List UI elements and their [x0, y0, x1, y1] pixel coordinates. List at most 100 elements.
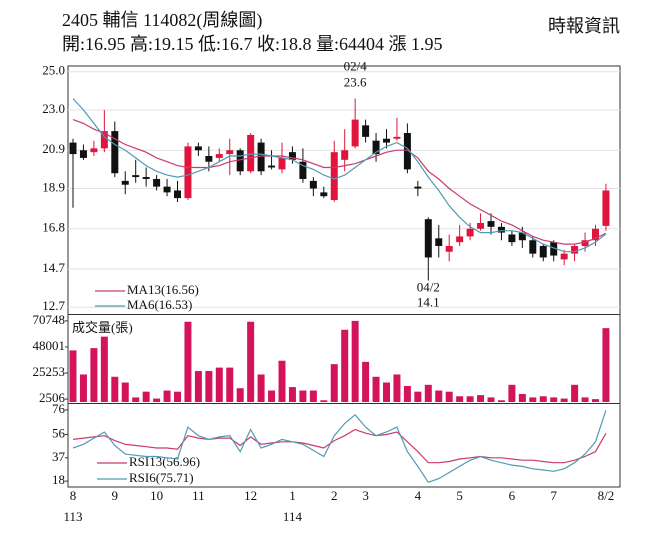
candle-body	[435, 238, 443, 246]
candle-body	[257, 142, 265, 172]
volume-bar	[69, 350, 77, 402]
candle-body	[351, 119, 359, 147]
candle-body	[529, 240, 537, 254]
candle-body	[215, 154, 223, 158]
x-tick-label: 10	[150, 488, 163, 503]
y-tick-label: 18	[52, 472, 65, 487]
volume-bar	[351, 320, 359, 402]
volume-bar	[163, 390, 171, 402]
y-tick-label: 70748	[33, 312, 66, 327]
legend-label: MA13(16.56)	[127, 282, 199, 297]
volume-bar	[539, 396, 547, 402]
volume-bar	[518, 393, 526, 402]
volume-bar	[497, 400, 505, 402]
x-tick-label: 2	[331, 488, 338, 503]
volume-bar	[288, 387, 296, 402]
volume-bar	[90, 348, 98, 402]
candle-body	[174, 190, 181, 199]
panel-title: 成交量(張)	[72, 320, 133, 335]
volume-bar	[215, 367, 223, 402]
y-tick-label: 14.7	[42, 260, 65, 275]
series-line	[72, 98, 607, 253]
candle-body	[299, 161, 307, 179]
candle-body	[456, 236, 464, 243]
candle-body	[320, 192, 328, 197]
candle-body	[90, 148, 98, 153]
candle-body	[184, 146, 192, 199]
candle-body	[571, 245, 579, 254]
y-tick-label: 25253	[33, 364, 66, 379]
candle-body	[288, 152, 296, 160]
volume-bar	[226, 367, 234, 402]
volume-bar	[236, 388, 244, 402]
x-year-label: 113	[63, 509, 82, 524]
series-line	[72, 428, 607, 464]
candle-body	[424, 219, 432, 258]
candle-body	[153, 178, 161, 187]
x-tick-label: 1	[289, 488, 296, 503]
volume-bar	[184, 321, 192, 402]
volume-bar	[602, 328, 610, 402]
annotation-date: 02/4	[344, 59, 368, 74]
candle-body	[403, 133, 411, 170]
candle-body	[602, 190, 610, 226]
volume-bar	[247, 321, 255, 402]
volume-bar	[403, 385, 411, 402]
summary: 開:16.95 高:19.15 低:16.7 收:18.8 量:64404 漲 …	[62, 34, 443, 54]
candle-body	[508, 234, 516, 243]
volume-bar	[560, 398, 568, 402]
volume-bar	[529, 397, 537, 402]
volume-bar	[477, 395, 485, 402]
volume-bar	[508, 384, 516, 402]
volume-bar	[372, 376, 380, 402]
candle-body	[247, 134, 255, 172]
volume-bar	[393, 374, 401, 402]
candle-body	[205, 155, 213, 162]
candle-body	[550, 242, 558, 256]
candle-body	[330, 152, 338, 201]
annotation-date: 04/2	[417, 279, 440, 294]
candle-body	[309, 180, 317, 189]
candle-body	[236, 150, 244, 172]
volume-bar	[487, 397, 495, 402]
x-tick-label: 8/2	[598, 488, 615, 503]
candle-body	[497, 226, 505, 233]
volume-bar	[320, 400, 328, 402]
y-tick-label: 2506	[39, 390, 66, 405]
volume-bar	[330, 364, 338, 402]
x-year-label: 114	[283, 509, 303, 524]
y-tick-label: 56	[52, 425, 66, 440]
x-tick-label: 9	[112, 488, 119, 503]
volume-bar	[550, 397, 558, 402]
volume-bar	[299, 390, 307, 402]
candle-body	[466, 228, 474, 237]
volume-bar	[424, 384, 432, 402]
candle-body	[278, 157, 286, 170]
series-line	[72, 410, 607, 484]
y-tick-label: 20.9	[42, 141, 65, 156]
volume-bar	[153, 398, 161, 402]
candle-body	[100, 131, 108, 149]
volume-bar	[268, 390, 276, 402]
volume-bar	[581, 397, 589, 402]
y-tick-label: 18.9	[42, 180, 65, 195]
candle-body	[132, 175, 140, 178]
legend-label: RSI13(56.96)	[129, 454, 200, 469]
legend-label: MA6(16.53)	[127, 297, 192, 312]
candle-body	[393, 136, 401, 139]
series-line	[72, 119, 607, 245]
candle-body	[383, 138, 390, 143]
volume-bar	[456, 396, 464, 402]
candle-body	[445, 245, 453, 252]
source: 時報資訊	[548, 16, 620, 36]
candle-body	[341, 150, 349, 160]
x-tick-label: 3	[362, 488, 369, 503]
volume-bar	[121, 382, 129, 402]
volume-bar	[142, 391, 150, 402]
x-tick-label: 6	[509, 488, 516, 503]
y-tick-label: 23.0	[42, 101, 65, 116]
volume-bar	[362, 361, 370, 402]
candle-body	[226, 150, 234, 155]
candle-body	[560, 253, 568, 260]
